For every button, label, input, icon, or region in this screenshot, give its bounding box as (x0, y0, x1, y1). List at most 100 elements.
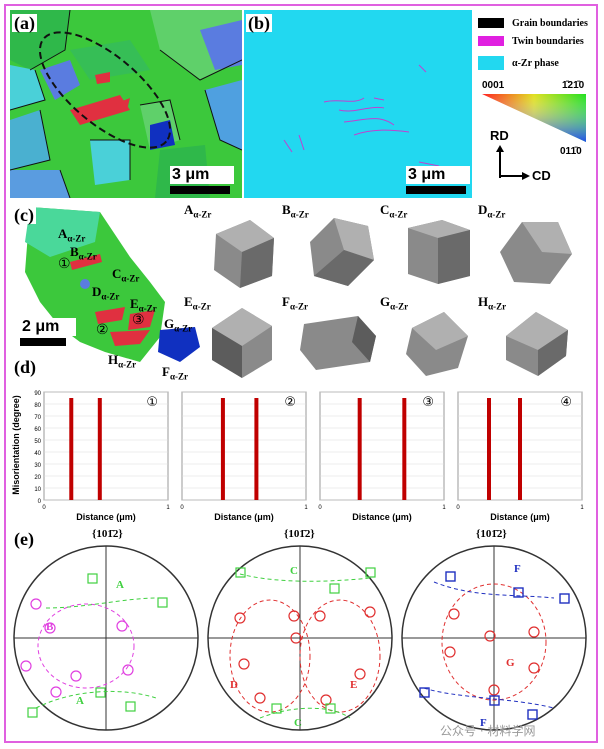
y-tick-label-8: 80 (34, 403, 41, 409)
plot-frame-1 (43, 391, 169, 501)
grain-h-sub: α-Zr (118, 359, 137, 370)
x-axis-label-4: Distance (μm) (490, 512, 550, 522)
plot-frame-2 (181, 391, 307, 501)
cube-h-letter: H (478, 294, 489, 309)
legend-swatch-phase (478, 56, 504, 70)
x-tick-1-4: 1 (580, 505, 584, 511)
cube-h-label: Hα-Zr (478, 294, 506, 312)
grain-label-c: Cα-Zr (112, 266, 139, 284)
grain-d-sub: α-Zr (101, 291, 120, 302)
chart-ylabel: Misorientation (degree) (10, 395, 21, 495)
pf3-grain-f-top: F (514, 563, 521, 575)
cube-a-label: Aα-Zr (184, 202, 211, 220)
pf2: C D E C (207, 545, 393, 731)
y-tick-label-2: 20 (34, 475, 41, 481)
bar-3-1 (357, 398, 362, 500)
x-axis-label-2: Distance (μm) (214, 512, 274, 522)
x-tick-1-2: 1 (304, 505, 308, 511)
axis-cd-label: CD (532, 168, 551, 183)
x-tick-0-4: 0 (456, 505, 460, 511)
marker-2: ② (96, 323, 109, 338)
cube-c-sub: α-Zr (389, 209, 408, 220)
grain-c-letter: C (112, 266, 122, 281)
grain-g-letter: G (164, 316, 175, 331)
cube-b-letter: B (282, 202, 291, 217)
grain-e-sub: α-Zr (138, 303, 157, 314)
panel-e-label: (e) (12, 529, 36, 549)
panel-c-scalebar-text: 2 μm (20, 318, 76, 336)
panel-a-map (10, 10, 242, 198)
panel-a-scalebar-bar (170, 186, 230, 194)
cube-d-label: Dα-Zr (478, 202, 505, 220)
pf2-grain-c-top: C (290, 565, 298, 577)
legend-item-phase: α-Zr phase (478, 54, 596, 72)
y-tick-label-1: 10 (34, 487, 41, 493)
grain-a-sub: α-Zr (67, 233, 86, 244)
cube-a-sub: α-Zr (193, 209, 212, 220)
grain-label-e: Eα-Zr (130, 296, 157, 314)
y-tick-label-5: 50 (34, 439, 41, 445)
legend-item-grain: Grain boundaries (478, 14, 596, 32)
pf3-grain-f-bottom: F (480, 717, 487, 729)
legend-label-grain: Grain boundaries (512, 17, 588, 29)
legend-item-twin: Twin boundaries (478, 32, 596, 50)
cube-h-sub: α-Zr (488, 301, 507, 312)
grain-h-letter: H (108, 352, 119, 367)
cube-c-letter: C (380, 202, 390, 217)
panel-c-label: (c) (12, 205, 36, 225)
grain-f-sub: α-Zr (169, 371, 188, 382)
panel-c-scalebar: 2 μm (20, 318, 76, 346)
grain-b-sub: α-Zr (78, 251, 97, 262)
cube-e-label: Eα-Zr (184, 294, 211, 312)
grain-label-h: Hα-Zr (108, 352, 136, 370)
bar-1-2 (97, 398, 102, 500)
ipf-label-top-right: 1̄21̄0 (562, 80, 585, 91)
legend-label-twin: Twin boundaries (512, 35, 584, 47)
bar-2-1 (220, 398, 225, 500)
pf3-grain-g: G (506, 657, 515, 669)
cube-b (310, 218, 374, 286)
cube-c (408, 220, 470, 284)
cube-h (506, 312, 568, 376)
cube-f-letter: F (282, 294, 290, 309)
cube-e-sub: α-Zr (192, 301, 211, 312)
cube-g (406, 312, 468, 376)
plot-frame-3 (319, 391, 445, 501)
x-tick-0-3: 0 (318, 505, 322, 511)
pf2-grain-d: D (230, 679, 238, 691)
y-tick-label-7: 70 (34, 415, 41, 421)
figure-frame (4, 4, 598, 743)
pf3-title: {101̄2} (476, 528, 507, 540)
grain-e-letter: E (130, 296, 139, 311)
legend-swatch-twin (478, 36, 504, 46)
pf1-grain-a-top: A (116, 579, 124, 591)
pf2-grain-e: E (350, 679, 357, 691)
x-axis-label-1: Distance (μm) (76, 512, 136, 522)
cubes-grid: Aα-Zr Bα-Zr Cα-Zr Dα-Zr Eα-Zr Fα-Zr Gα-Z… (184, 202, 594, 388)
series-label-2: ② (284, 395, 296, 410)
bar-3-2 (402, 398, 407, 500)
grain-b-letter: B (70, 244, 79, 259)
grain-label-d: Dα-Zr (92, 284, 119, 302)
cube-b-label: Bα-Zr (282, 202, 309, 220)
series-label-4: ④ (560, 395, 572, 410)
bar-4-1 (487, 398, 491, 500)
cube-a-letter: A (184, 202, 194, 217)
grain-label-b: Bα-Zr (70, 244, 97, 262)
pf1-grain-a-bottom: A (76, 695, 84, 707)
watermark: 公众号 · 材料学网 (440, 724, 536, 738)
x-tick-1-1: 1 (166, 505, 170, 511)
ipf-label-bottom-right: 011̄0 (560, 146, 582, 157)
bar-1-1 (69, 398, 74, 500)
cube-d (500, 222, 572, 284)
grain-c-sub: α-Zr (121, 273, 140, 284)
cube-d-sub: α-Zr (487, 209, 506, 220)
cube-f-sub: α-Zr (289, 301, 308, 312)
x-axis-label-3: Distance (μm) (352, 512, 412, 522)
cube-f-label: Fα-Zr (282, 294, 308, 312)
cube-g-label: Gα-Zr (380, 294, 408, 312)
panel-c-scalebar-bar (20, 338, 66, 346)
y-tick-label-9: 90 (34, 391, 41, 397)
grain-g-sub: α-Zr (174, 323, 193, 334)
